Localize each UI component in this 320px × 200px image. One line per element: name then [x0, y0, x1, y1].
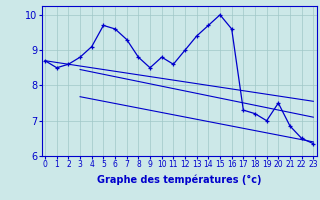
X-axis label: Graphe des températures (°c): Graphe des températures (°c) [97, 175, 261, 185]
